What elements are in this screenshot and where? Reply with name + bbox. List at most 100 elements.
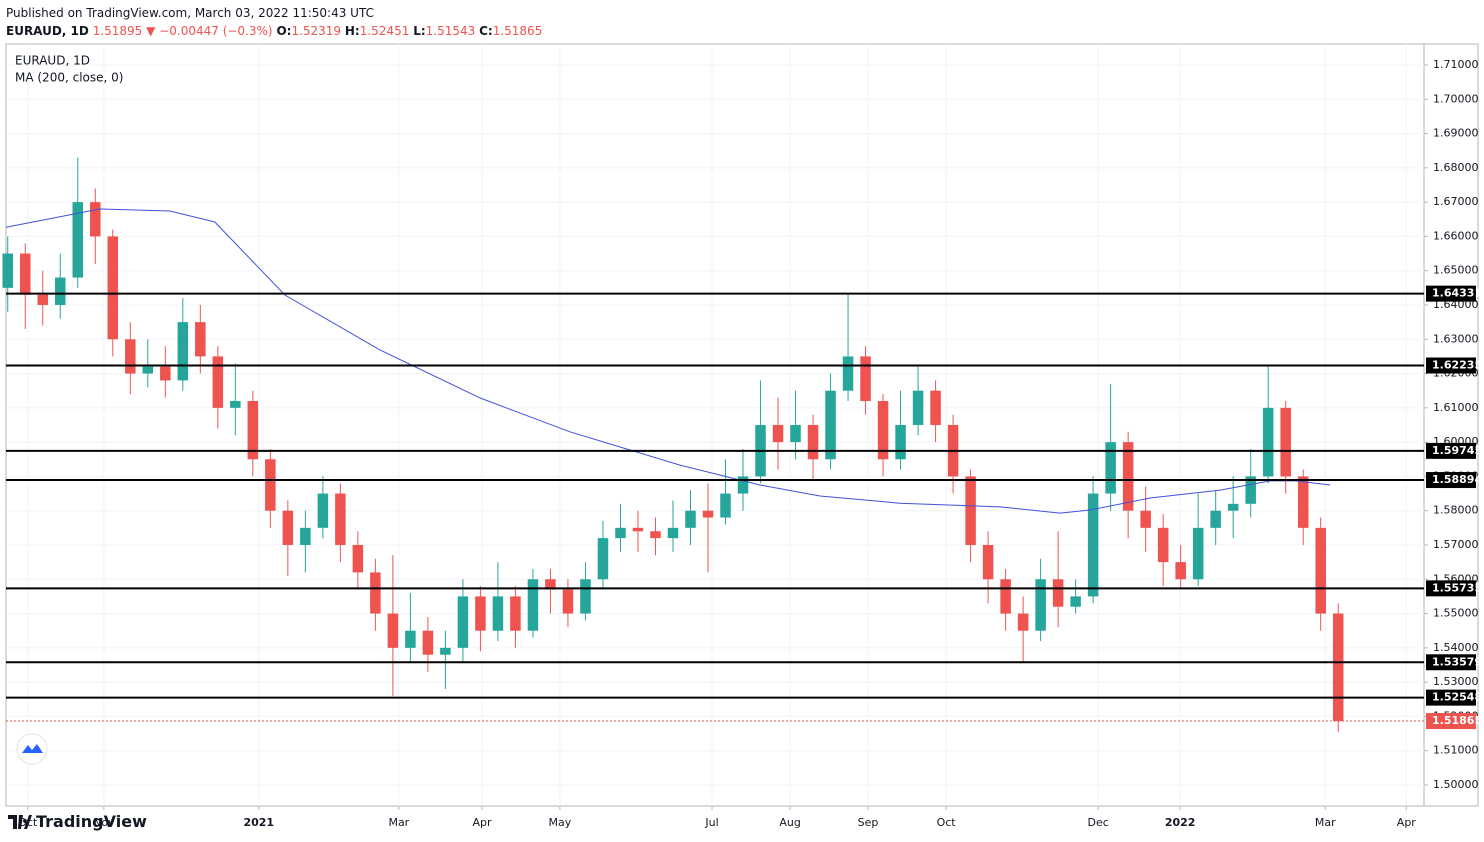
candle-body [1122,442,1134,511]
y-tick-label: 1.58000 [1433,504,1479,517]
candle-body [475,596,486,631]
quote-line: EURAUD, 1D 1.51895 ▼ −0.00447 (−0.3%) O:… [6,22,542,40]
candle-body [492,596,504,631]
candle-body [1227,503,1239,511]
level-label-box [1426,654,1476,671]
candle-body [562,589,574,614]
candle-body [72,202,84,278]
candle-body [1087,493,1099,597]
candle-body [422,630,434,655]
candle-body [527,579,539,631]
last: 1.51895 [92,24,143,38]
candle-body [1297,476,1309,528]
candle-body [1175,562,1186,580]
level-label-box [1426,357,1476,374]
level-label-box [1426,442,1476,459]
y-tick-label: 1.65000 [1433,264,1479,277]
candle-body [212,356,224,408]
x-tick-label: Jul [704,816,718,829]
candle-body [265,459,276,511]
x-tick-label: Nov [93,816,115,829]
x-tick-label: May [549,816,572,829]
y-tick-label: 1.57000 [1433,538,1479,551]
candle-body [1052,579,1064,607]
l-label: L: [413,24,426,38]
symbol: EURAUD, 1D [6,24,89,38]
candle-body [720,493,731,518]
candle-body [195,322,206,357]
change: −0.00447 (−0.3%) [159,24,273,38]
candle-body [1017,613,1029,631]
level-label: 1.64331 [1432,287,1482,300]
candle-body [440,647,451,655]
y-tick-label: 1.53000 [1433,675,1479,688]
level-label: 1.58894 [1432,473,1482,486]
candle-body [1192,527,1204,580]
y-tick-label: 1.69000 [1433,127,1479,140]
candle-body [1140,510,1151,528]
h: 1.52451 [359,24,410,38]
candle-body [737,476,749,494]
candle-body [300,527,311,545]
legend-symbol: EURAUD, 1D [15,54,90,68]
footer: TradingView [8,812,147,831]
candle-body [405,630,416,648]
x-tick-label: Dec [1088,816,1109,829]
candle-body [352,544,364,573]
ma-line [5,208,1331,514]
level-label: 1.52548 [1432,691,1482,704]
candle-body [895,424,906,460]
candle-body [2,253,14,288]
candle-body [965,476,976,545]
y-tick-label: 1.50000 [1433,778,1479,791]
candle-body [1000,579,1011,614]
y-tick-label: 1.63000 [1433,332,1479,345]
y-tick-label: 1.51000 [1433,744,1479,757]
candle-body [317,493,329,528]
candle-body [685,510,696,528]
candle-body [1262,407,1274,477]
last-price-box [1426,713,1476,730]
y-tick-label: 1.67000 [1433,195,1479,208]
candle-body [1332,613,1344,722]
level-label: 1.62235 [1432,358,1482,371]
candle-body [1245,476,1256,504]
candle-body [650,531,661,539]
candle-body [597,538,609,580]
candle-body [580,579,591,614]
candle-body [545,579,556,590]
x-tick-label: 2022 [1165,816,1196,829]
candle-body [632,527,644,532]
level-label-box [1426,580,1476,597]
x-tick-label: Mar [388,816,409,829]
level-label-box [1426,472,1476,489]
candle-body [615,527,626,539]
level-label-box [1426,285,1476,302]
y-tick-label: 1.54000 [1433,641,1479,654]
candle-body [772,424,784,443]
x-tick-label: Apr [1397,816,1417,829]
header: Published on TradingView.com, March 03, … [6,4,542,40]
candle-body [667,527,679,539]
candle-body [335,493,346,545]
candle-body [1035,579,1046,631]
candle-body [160,366,171,381]
o-label: O: [276,24,292,38]
candle-body [37,294,49,305]
h-label: H: [344,24,360,38]
candle-body [230,400,241,408]
candle-body [20,253,31,295]
y-tick-label: 1.66000 [1433,229,1479,242]
c: 1.51865 [492,24,543,38]
candle-body [1070,596,1081,607]
x-tick-label: Mar [1315,816,1336,829]
axes: 1.500001.510001.520001.530001.540001.550… [18,58,1482,829]
logo-icon [8,814,32,829]
brand: TradingView [36,812,147,831]
candle-body [282,510,294,545]
candle-body [702,510,714,518]
level-label-box [1426,689,1476,706]
level-label: 1.53579 [1432,655,1482,668]
candle-body [510,596,521,631]
